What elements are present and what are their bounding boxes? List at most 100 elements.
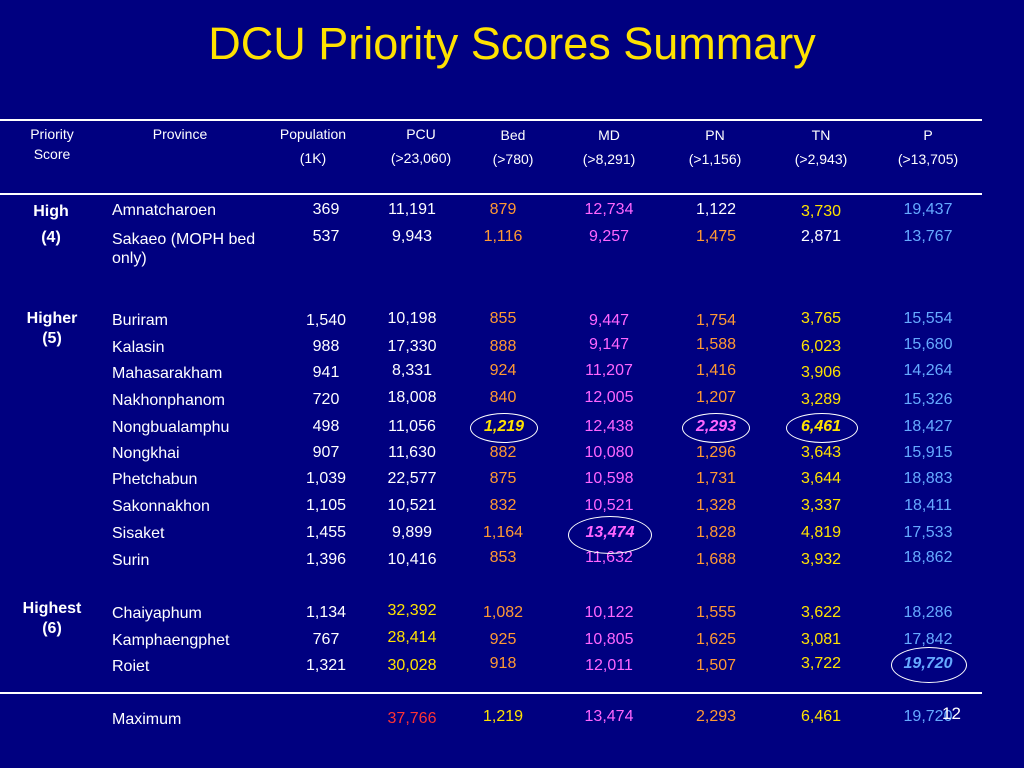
md-value: 10,521 bbox=[584, 497, 634, 514]
population-value: 1,455 bbox=[305, 524, 347, 541]
population-value: 720 bbox=[312, 391, 340, 408]
pn-value: 1,731 bbox=[695, 470, 737, 487]
population-value: 1,105 bbox=[305, 497, 347, 514]
pcu-value: 9,943 bbox=[391, 228, 433, 245]
pcu-value: 18,008 bbox=[387, 389, 437, 406]
pcu-value: 9,899 bbox=[391, 524, 433, 541]
p-value: 14,264 bbox=[903, 362, 953, 379]
pn-value: 1,296 bbox=[695, 444, 737, 461]
bed-value: 924 bbox=[489, 362, 517, 379]
bed-value: 879 bbox=[489, 201, 517, 218]
header-population: Population (1K) bbox=[279, 126, 347, 166]
province-name: Amnatcharoen bbox=[112, 202, 217, 219]
population-value: 1,134 bbox=[305, 604, 347, 621]
p-value: 15,680 bbox=[903, 336, 953, 353]
max-md-value: 13,474 bbox=[584, 708, 634, 725]
tn-value: 3,932 bbox=[800, 551, 842, 568]
pcu-value: 32,392 bbox=[387, 602, 437, 619]
header-bed: Bed (>780) bbox=[492, 127, 534, 167]
p-value: 17,533 bbox=[903, 524, 953, 541]
group-high: High (4) bbox=[33, 203, 69, 246]
province-name: Nongbualamphu bbox=[112, 419, 230, 436]
highlight-circle-pn bbox=[682, 413, 750, 443]
pcu-value: 10,416 bbox=[387, 551, 437, 568]
population-value: 907 bbox=[312, 444, 340, 461]
md-value: 10,805 bbox=[584, 631, 634, 648]
province-name: Chaiyaphum bbox=[112, 605, 202, 622]
header-tn: TN (>2,943) bbox=[794, 127, 848, 167]
bed-value: 882 bbox=[489, 444, 517, 461]
province-name: Kamphaengphet bbox=[112, 632, 230, 649]
tn-value: 3,730 bbox=[800, 203, 842, 220]
tn-value: 2,871 bbox=[800, 228, 842, 245]
pcu-value: 8,331 bbox=[391, 362, 433, 379]
p-value: 18,427 bbox=[903, 418, 953, 435]
md-value: 12,011 bbox=[585, 657, 633, 674]
tn-value: 3,289 bbox=[800, 391, 842, 408]
header-priority-score: Priority Score bbox=[30, 126, 74, 162]
group-highest: Highest (6) bbox=[22, 600, 82, 637]
tn-value: 3,644 bbox=[800, 470, 842, 487]
p-value: 18,862 bbox=[903, 549, 953, 566]
province-name: Surin bbox=[112, 552, 150, 569]
bed-value: 840 bbox=[489, 389, 517, 406]
page-number: 12 bbox=[942, 704, 961, 723]
p-value: 15,326 bbox=[903, 391, 953, 408]
population-value: 369 bbox=[312, 201, 340, 218]
province-name: Nongkhai bbox=[112, 445, 180, 462]
bed-value: 855 bbox=[489, 310, 517, 327]
header-pcu: PCU (>23,060) bbox=[390, 126, 452, 166]
tn-value: 3,906 bbox=[800, 364, 842, 381]
pn-value: 1,207 bbox=[695, 389, 737, 406]
max-pcu-value: 37,766 bbox=[387, 710, 437, 727]
bed-value: 1,116 bbox=[483, 228, 523, 245]
p-value: 18,883 bbox=[903, 470, 953, 487]
bed-value: 875 bbox=[489, 470, 517, 487]
province-name: Sisaket bbox=[112, 525, 165, 542]
tn-value: 6,023 bbox=[800, 338, 842, 355]
pn-value: 1,475 bbox=[695, 228, 737, 245]
slide-title: DCU Priority Scores Summary bbox=[208, 18, 816, 69]
province-name: Sakonnakhon bbox=[112, 498, 210, 515]
province-name: Nakhonphanom bbox=[112, 392, 225, 409]
md-value: 11,207 bbox=[585, 362, 633, 379]
max-p-value: 19,720 bbox=[903, 708, 953, 725]
md-value: 9,447 bbox=[588, 312, 630, 329]
pn-value: 1,828 bbox=[695, 524, 737, 541]
pn-value: 1,688 bbox=[695, 551, 737, 568]
tn-value: 3,337 bbox=[800, 497, 842, 514]
md-value: 9,257 bbox=[588, 228, 630, 245]
p-value: 19,437 bbox=[903, 201, 953, 218]
tn-value: 3,765 bbox=[800, 310, 842, 327]
header-bottom-rule bbox=[0, 193, 982, 195]
bed-value: 1,082 bbox=[482, 604, 524, 621]
header-province: Province bbox=[152, 126, 208, 142]
tn-value: 3,722 bbox=[800, 655, 842, 672]
pcu-value: 11,056 bbox=[388, 418, 436, 435]
p-value: 15,554 bbox=[903, 310, 953, 327]
maximum-label: Maximum bbox=[112, 711, 182, 728]
population-value: 537 bbox=[312, 228, 340, 245]
max-pn-value: 2,293 bbox=[695, 708, 737, 725]
population-value: 988 bbox=[312, 338, 340, 355]
province-name: Sakaeo (MOPH bed only) bbox=[112, 231, 256, 267]
md-value: 12,734 bbox=[584, 201, 634, 218]
pcu-value: 22,577 bbox=[387, 470, 437, 487]
md-value: 10,080 bbox=[584, 444, 634, 461]
pn-value: 1,754 bbox=[695, 312, 737, 329]
pn-value: 1,416 bbox=[695, 362, 737, 379]
population-value: 498 bbox=[312, 418, 340, 435]
table-bottom-rule bbox=[0, 692, 982, 694]
pn-value: 1,555 bbox=[695, 604, 737, 621]
md-value: 10,598 bbox=[584, 470, 634, 487]
population-value: 1,540 bbox=[305, 312, 347, 329]
bed-value: 832 bbox=[489, 497, 517, 514]
header-pn: PN (>1,156) bbox=[688, 127, 742, 167]
pn-value: 1,588 bbox=[695, 336, 737, 353]
pn-value: 1,122 bbox=[695, 201, 737, 218]
population-value: 941 bbox=[312, 364, 340, 381]
pcu-value: 28,414 bbox=[387, 629, 437, 646]
p-value: 13,767 bbox=[903, 228, 953, 245]
highlight-circle-md bbox=[568, 516, 652, 554]
